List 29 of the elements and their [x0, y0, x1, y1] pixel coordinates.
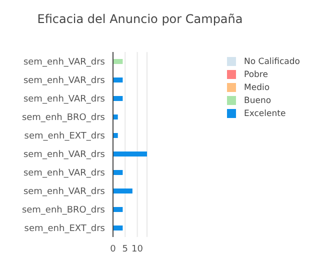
y-tick-label: sem_enh_BRO_drs	[22, 112, 106, 123]
y-tick-label: sem_enh_VAR_drs	[23, 94, 106, 104]
x-tick-label: 10	[132, 244, 144, 254]
y-tick-label: sem_enh_EXT_drs	[24, 224, 106, 234]
legend-label: Medio	[244, 82, 270, 92]
bar	[113, 96, 123, 101]
x-tick-label: 0	[110, 244, 116, 254]
bar	[113, 114, 118, 120]
x-tick-label: 5	[122, 244, 128, 254]
y-tick-label: sem_enh_EXT_drs	[24, 131, 106, 142]
bar	[113, 170, 123, 175]
y-tick-label: sem_enh_VAR_drs	[23, 168, 106, 178]
bar	[113, 188, 132, 194]
y-tick-label: sem_enh_VAR_drs	[23, 150, 106, 160]
y-tick-label: sem_enh_BRO_drs	[22, 205, 106, 216]
legend-label: No Calificado	[244, 56, 300, 66]
bar	[113, 133, 118, 138]
bar	[113, 226, 123, 230]
bar	[113, 207, 123, 212]
y-tick-label: sem_enh_VAR_drs	[23, 76, 106, 86]
bar	[113, 59, 123, 64]
legend-label: Excelente	[244, 108, 286, 118]
legend-label: Bueno	[244, 96, 272, 106]
legend-label: Pobre	[244, 70, 268, 80]
y-tick-label: sem_enh_VAR_drs	[23, 57, 106, 68]
bar	[113, 152, 147, 156]
chart-title: Eficacia del Anuncio por Campaña	[36, 12, 244, 26]
bar	[113, 78, 123, 82]
y-tick-label: sem_enh_VAR_drs	[23, 186, 106, 197]
